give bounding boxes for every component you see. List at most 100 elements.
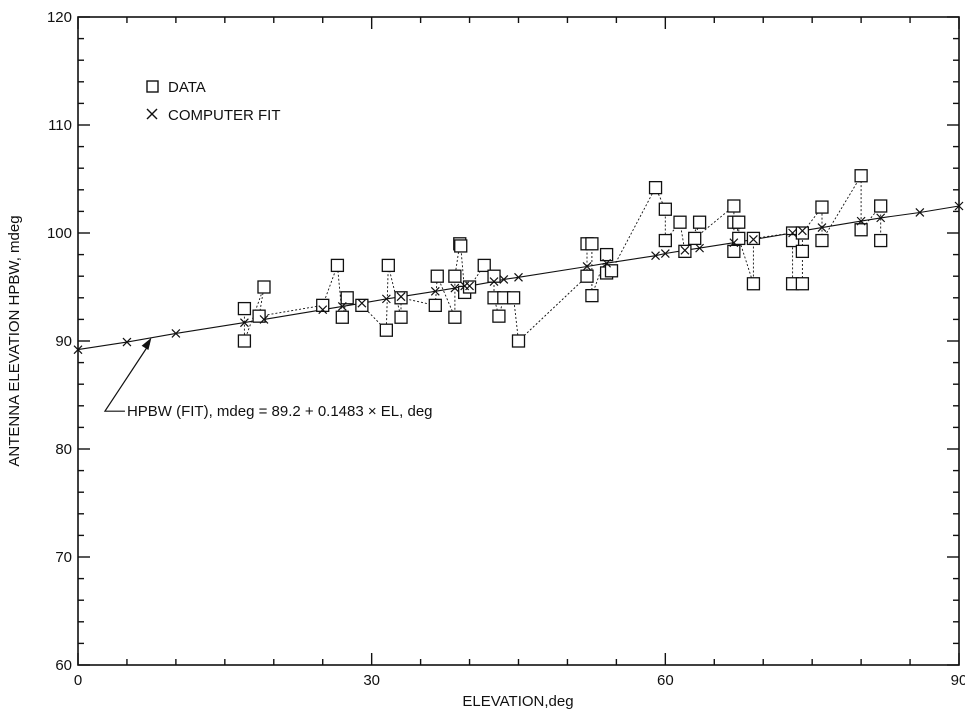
data-point [355, 298, 369, 313]
data-point [727, 244, 741, 259]
y-tick-label: 80 [55, 441, 72, 458]
data-point [746, 277, 761, 291]
data-point [746, 231, 761, 246]
data-point [585, 288, 599, 303]
x-tick-label: 0 [74, 672, 82, 689]
data-point [874, 199, 888, 213]
data-point [394, 310, 408, 324]
data-point [854, 169, 868, 183]
fit-point [954, 201, 964, 211]
x-tick-labels: 0 30 60 90 [74, 672, 965, 689]
y-tick-label: 60 [55, 657, 72, 674]
data-point [673, 215, 687, 229]
y-tick-label: 120 [47, 9, 72, 26]
annotation-text: HPBW (FIT), mdeg = 89.2 + 0.1483 × EL, d… [127, 403, 433, 420]
data-point [330, 258, 345, 273]
legend: DATA COMPUTER FIT [146, 79, 281, 124]
fit-point [259, 314, 269, 324]
data-point [252, 309, 266, 323]
data-point [237, 301, 252, 316]
data-point [487, 269, 501, 283]
fit-point [450, 283, 460, 293]
y-tick-label: 110 [48, 117, 72, 134]
legend-square-icon [146, 80, 159, 93]
data-point [599, 247, 614, 262]
fit-point [651, 251, 660, 261]
data-point [428, 298, 442, 313]
fit-point [915, 208, 925, 217]
data-point [381, 258, 395, 273]
axis-ticks [77, 16, 960, 666]
data-point [795, 277, 810, 291]
fit-point [499, 275, 509, 284]
y-tick-label: 70 [55, 549, 72, 566]
fit-point [797, 226, 807, 236]
fit-point [489, 277, 499, 287]
legend-label-computer-fit: COMPUTER FIT [168, 107, 281, 124]
fit-point [381, 294, 391, 304]
x-tick-label: 30 [363, 672, 380, 689]
data-point [448, 269, 462, 283]
data-point [727, 199, 741, 213]
data-point [506, 291, 521, 305]
fit-point [514, 272, 523, 282]
fit-point [239, 318, 249, 328]
fit-point [171, 329, 181, 338]
data-point [678, 244, 692, 259]
fit-point [357, 298, 367, 308]
data-point [585, 237, 599, 251]
data-point [580, 269, 594, 283]
data-point [335, 310, 349, 324]
fit-point [122, 337, 132, 347]
data-point [795, 226, 810, 240]
data-point [257, 280, 271, 294]
annotation-arrowhead-icon [141, 337, 152, 351]
fit-point [680, 245, 690, 255]
data-point [658, 202, 672, 216]
data-point [511, 334, 526, 348]
data-point [448, 310, 462, 324]
fit-point [318, 305, 328, 315]
data-point [692, 215, 707, 229]
data-point [340, 291, 354, 305]
annotation-leader-line [103, 343, 150, 412]
x-tick-label: 60 [657, 672, 674, 689]
data-point [854, 223, 868, 237]
x-axis-title: ELEVATION,deg [462, 693, 573, 710]
data-point [795, 244, 810, 259]
data-point [785, 233, 800, 248]
legend-x-icon [146, 108, 158, 120]
fit-point [817, 223, 827, 233]
fit-point [73, 345, 83, 355]
x-tick-label: 90 [951, 672, 965, 689]
fit-point [582, 262, 592, 271]
fit-point [876, 213, 886, 223]
data-point [316, 298, 330, 313]
data-point [394, 291, 408, 305]
data-point [648, 180, 663, 195]
data-point [815, 233, 829, 248]
fit-point [749, 235, 758, 244]
y-tick-labels: 60 70 80 90 100 110 120 [47, 9, 72, 674]
y-axis-title: ANTENNA ELEVATION HPBW, mdeg [6, 215, 23, 466]
data-point [688, 231, 702, 246]
data-point [732, 215, 746, 229]
data-point [492, 309, 506, 323]
y-tick-label: 90 [55, 333, 72, 350]
data-point [379, 323, 394, 337]
fit-point [602, 258, 612, 268]
fit-point [337, 302, 347, 311]
fit-point [788, 228, 798, 238]
data-point [604, 264, 619, 278]
fit-point [856, 216, 866, 226]
y-tick-label: 100 [47, 225, 72, 242]
fit-annotation: HPBW (FIT), mdeg = 89.2 + 0.1483 × EL, d… [103, 337, 433, 420]
data-point [237, 334, 252, 348]
data-point [815, 200, 829, 214]
fit-point [660, 249, 670, 258]
data-point [430, 269, 444, 283]
data-point [454, 239, 468, 253]
legend-label-data: DATA [168, 79, 206, 96]
fit-point [729, 238, 739, 248]
